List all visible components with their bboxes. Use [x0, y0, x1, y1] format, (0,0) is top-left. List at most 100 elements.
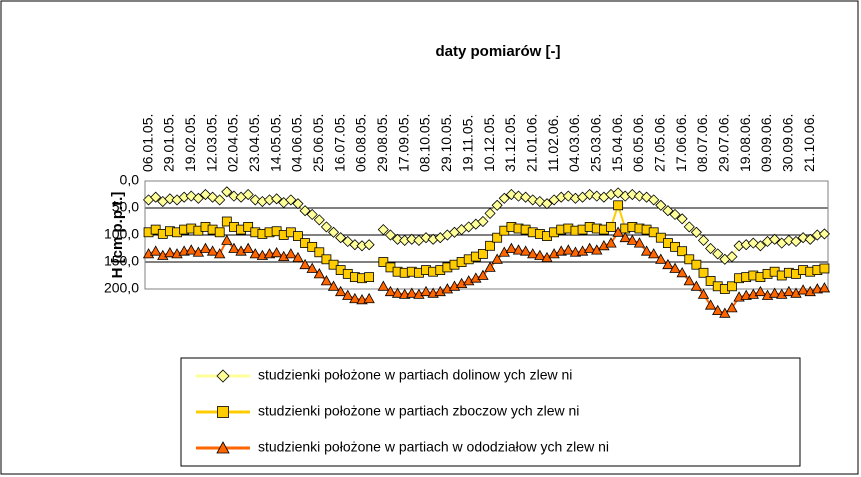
legend-frame [180, 357, 801, 467]
data-point [655, 199, 667, 211]
data-point [712, 248, 724, 260]
data-point [626, 234, 639, 245]
data-point [441, 283, 454, 294]
legend-label: studzienki położone w partiach w ododzia… [258, 439, 609, 455]
data-point [562, 190, 574, 202]
y-tick-label: 200,0 [104, 280, 139, 296]
data-point [314, 247, 325, 258]
data-point [185, 190, 197, 202]
data-point [491, 253, 503, 264]
data-point [199, 242, 212, 253]
data-point [391, 287, 404, 298]
y-tick-label: 0,0 [120, 172, 140, 188]
data-point [192, 192, 204, 204]
data-point [648, 248, 660, 259]
data-point [292, 251, 304, 263]
x-tick-label: 25.03.06. [587, 114, 603, 172]
data-point [512, 244, 525, 255]
y-tick-label: 150,0 [104, 253, 139, 269]
x-tick-label: 19.11.05. [459, 115, 475, 172]
data-point [776, 288, 788, 299]
data-point [804, 233, 816, 245]
data-point [285, 248, 297, 259]
data-point [477, 215, 489, 228]
data-point [648, 227, 659, 238]
data-point [199, 188, 212, 201]
data-point [228, 242, 240, 253]
data-point [633, 190, 646, 202]
x-tick-label: 17.09.05. [395, 114, 411, 172]
data-point [598, 239, 610, 251]
data-point [676, 213, 688, 225]
data-point [548, 248, 560, 259]
data-point [768, 287, 781, 298]
data-point [698, 267, 709, 278]
data-point [320, 275, 333, 286]
data-point [313, 268, 325, 279]
data-point [690, 226, 702, 238]
x-tick-label: 27.05.06. [652, 114, 668, 172]
data-point [164, 246, 176, 258]
data-point [612, 226, 624, 237]
data-point [633, 237, 646, 248]
data-point [477, 269, 489, 280]
x-tick-label: 06.05.06. [630, 114, 646, 172]
x-tick-label: 29.08.05. [374, 114, 390, 172]
data-point [684, 254, 695, 265]
data-point [612, 187, 624, 199]
data-point [216, 369, 230, 383]
data-point [342, 289, 354, 300]
data-point [619, 231, 631, 243]
x-tick-label: 19.02.05. [182, 114, 198, 172]
data-point [591, 190, 603, 202]
data-point [655, 232, 666, 243]
data-point [727, 281, 737, 292]
data-point [669, 208, 681, 221]
data-point [420, 285, 432, 297]
data-point [235, 245, 247, 256]
data-point [363, 239, 375, 251]
data-point [726, 302, 738, 313]
data-point [562, 244, 574, 255]
data-point [676, 266, 688, 278]
data-point [270, 246, 283, 258]
data-point [434, 285, 446, 297]
x-tick-label: 09.09.06. [758, 114, 774, 172]
data-point [726, 251, 738, 263]
data-point [478, 248, 488, 259]
data-point [606, 221, 616, 232]
x-tick-label: 21.01.06. [523, 114, 539, 172]
data-point [683, 275, 695, 286]
x-tick-label: 10.12.05. [481, 114, 497, 172]
data-point [150, 191, 162, 203]
data-point [327, 226, 340, 238]
data-point [819, 263, 830, 274]
x-tick-label: 31.12.05. [502, 114, 518, 172]
data-point [818, 228, 831, 240]
data-point [697, 234, 710, 246]
data-point [662, 258, 674, 270]
x-tick-label: 08.10.05. [417, 114, 433, 172]
data-point [455, 277, 468, 288]
data-point [342, 235, 354, 248]
data-point [470, 272, 482, 283]
data-point [804, 285, 816, 297]
data-point [299, 258, 311, 270]
data-point [307, 241, 318, 252]
x-tick-label: 02.04.05. [225, 114, 241, 172]
data-point [392, 233, 404, 245]
data-point [498, 192, 510, 204]
data-point [171, 248, 183, 259]
x-tick-label: 19.08.06. [737, 114, 753, 172]
data-point [783, 285, 795, 297]
data-point [485, 240, 495, 251]
data-point [691, 259, 702, 270]
data-point [299, 205, 311, 217]
x-tick-label: 21.10.06. [801, 114, 817, 172]
data-point [285, 194, 297, 206]
x-tick-label: 30.09.06. [780, 114, 796, 172]
data-point [527, 194, 539, 206]
data-point [384, 229, 397, 241]
data-point [705, 275, 716, 286]
